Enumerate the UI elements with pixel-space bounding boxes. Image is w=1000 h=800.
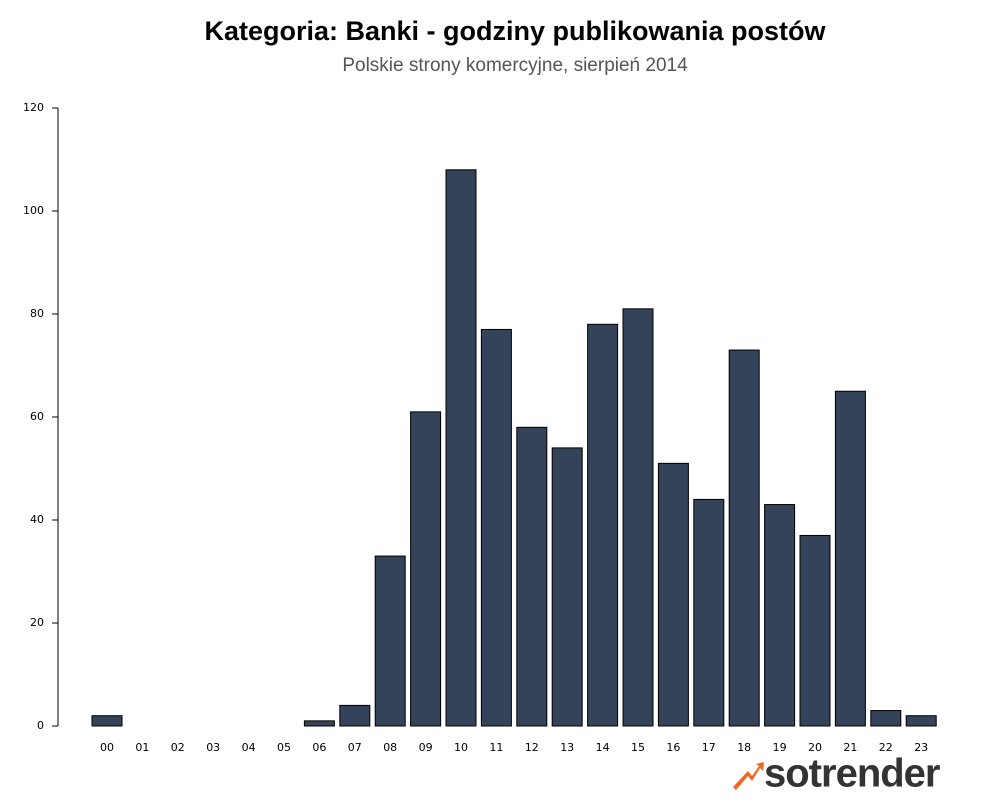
x-tick-label: 19 [773, 741, 787, 754]
logo: sotrender [733, 752, 941, 796]
x-tick-label: 04 [242, 741, 256, 754]
x-tick-label: 09 [419, 741, 433, 754]
x-tick-label: 15 [631, 741, 645, 754]
bar [480, 328, 512, 727]
x-tick-label: 02 [171, 741, 185, 754]
x-tick-label: 17 [702, 741, 716, 754]
bar [905, 715, 937, 727]
bar [410, 411, 442, 727]
bar [339, 704, 371, 727]
x-tick-label: 08 [383, 741, 397, 754]
x-tick-label: 10 [454, 741, 468, 754]
bar [728, 349, 760, 727]
x-tick-label: 06 [312, 741, 326, 754]
y-tick-label: 40 [30, 513, 44, 526]
bar [799, 534, 831, 727]
bar [834, 390, 866, 727]
bar [445, 169, 477, 727]
x-tick-label: 00 [100, 741, 114, 754]
bar [516, 426, 548, 727]
bar [622, 308, 654, 727]
x-tick-label: 12 [525, 741, 539, 754]
bar [551, 447, 583, 727]
bar [764, 504, 796, 727]
y-tick-label: 100 [23, 204, 44, 217]
x-tick-label: 14 [596, 741, 610, 754]
bar [870, 710, 902, 727]
bar [91, 715, 123, 727]
x-tick-label: 03 [206, 741, 220, 754]
chart-subtitle: Polskie strony komercyjne, sierpień 2014 [342, 55, 688, 76]
x-tick-label: 11 [489, 741, 503, 754]
x-tick-label: 21 [843, 741, 857, 754]
bar [693, 498, 725, 727]
logo-icon [733, 762, 764, 790]
x-tick-label: 22 [879, 741, 893, 754]
x-tick-label: 07 [348, 741, 362, 754]
y-tick-label: 80 [30, 307, 44, 320]
bar [303, 720, 335, 727]
bar [374, 555, 406, 727]
bar [587, 323, 619, 727]
y-tick-label: 0 [37, 719, 44, 732]
x-tick-label: 13 [560, 741, 574, 754]
x-tick-label: 23 [914, 741, 928, 754]
logo-text: sotrender [764, 752, 940, 796]
x-tick-label: 16 [666, 741, 680, 754]
x-tick-label: 18 [737, 741, 751, 754]
x-tick-label: 20 [808, 741, 822, 754]
y-tick-label: 20 [30, 616, 44, 629]
x-tick-label: 05 [277, 741, 291, 754]
y-tick-label: 60 [30, 410, 44, 423]
bar [657, 462, 689, 727]
y-tick-label: 120 [23, 101, 44, 114]
chart-title: Kategoria: Banki - godziny publikowania … [204, 16, 826, 46]
x-tick-label: 01 [135, 741, 149, 754]
